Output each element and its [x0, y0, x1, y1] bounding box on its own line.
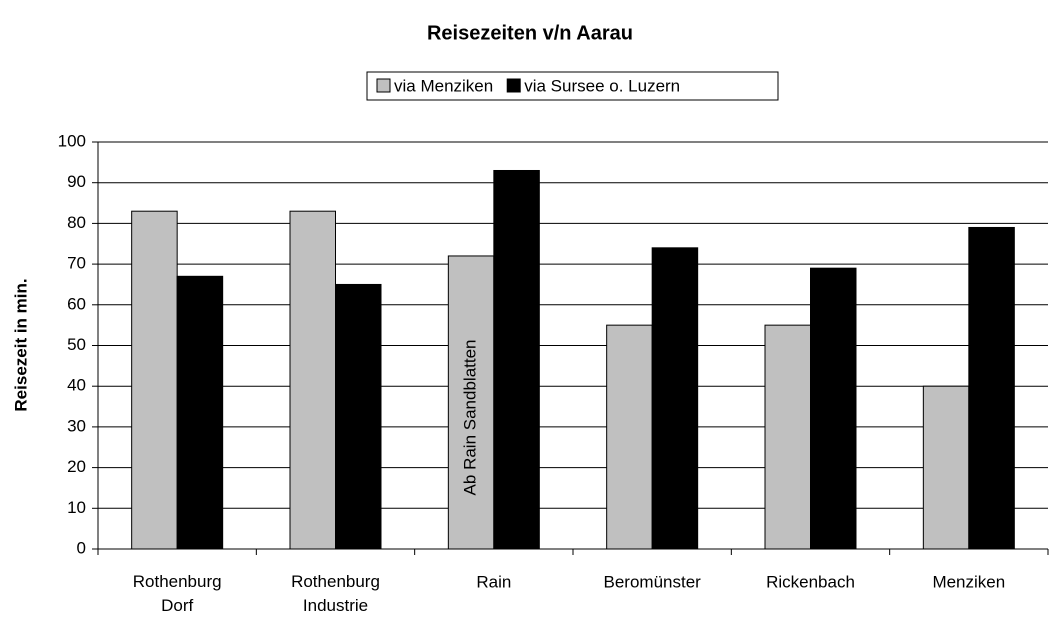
bar: [922, 385, 970, 550]
x-tick-line: Rothenburg: [133, 572, 222, 591]
legend-label: via Menziken: [394, 76, 493, 95]
x-tick-label: Beromünster: [604, 572, 702, 591]
x-tick-label: Menziken: [932, 572, 1005, 591]
chart-title: Reisezeiten v/n Aarau: [427, 22, 633, 44]
x-tick-line: Rothenburg: [291, 572, 380, 591]
y-tick-label: 20: [67, 457, 86, 476]
y-tick-label: 70: [67, 254, 86, 273]
bar: [651, 247, 699, 550]
y-tick-label: 40: [67, 376, 86, 395]
y-tick-label: 80: [67, 213, 86, 232]
y-tick-label: 10: [67, 498, 86, 517]
x-tick-label: Rain: [476, 572, 511, 591]
y-axis-label: Reisezeit in min.: [11, 278, 30, 411]
bar: [764, 324, 811, 550]
x-tick-label: Rothenburg Industrie: [291, 572, 380, 615]
bar: [335, 283, 382, 550]
y-tick-label: 50: [67, 335, 86, 354]
bar: [810, 267, 857, 550]
x-tick-line: Dorf: [161, 596, 193, 615]
legend-box: [366, 71, 779, 101]
bar: [606, 324, 653, 550]
x-tick-label: Rothenburg Dorf: [133, 572, 222, 615]
bar: [968, 226, 1015, 550]
y-tick-label: 0: [77, 538, 86, 557]
bar: [493, 169, 540, 550]
bar: [289, 210, 336, 550]
y-tick-label: 60: [67, 294, 86, 313]
legend-swatch: [376, 78, 391, 93]
y-tick-label: 90: [67, 172, 86, 191]
annotation: Ab Rain Sandblatten: [461, 340, 480, 496]
y-tick-label: 30: [67, 416, 86, 435]
x-tick-label: Rickenbach: [766, 572, 855, 591]
bar: [131, 210, 178, 550]
x-tick-line: Industrie: [303, 596, 368, 615]
y-tick-label: 100: [58, 131, 86, 150]
legend-label: via Sursee o. Luzern: [524, 76, 680, 95]
bar: [176, 275, 224, 550]
legend-swatch: [506, 78, 521, 93]
